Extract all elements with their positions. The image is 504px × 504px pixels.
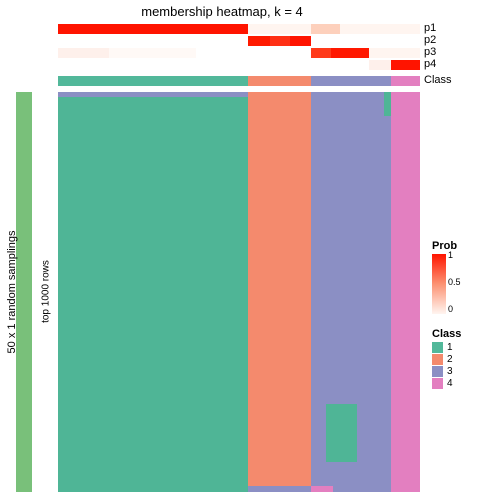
prob-row-p3 — [58, 48, 420, 58]
prob-tick: 0 — [448, 304, 453, 314]
prob-seg — [58, 60, 369, 70]
heatmap-column — [391, 92, 420, 492]
prob-seg — [248, 36, 270, 46]
prob-seg — [58, 24, 248, 34]
rows-sidebar-label: top 1000 rows — [41, 252, 52, 332]
prob-seg — [58, 36, 248, 46]
prob-seg — [369, 60, 391, 70]
prob-seg — [311, 48, 331, 58]
heatmap-notch — [58, 92, 248, 97]
prob-tick: 1 — [448, 250, 453, 260]
prob-row-p4 — [58, 60, 420, 70]
heatmap-notch — [384, 92, 391, 116]
heatmap-notch — [311, 486, 333, 492]
prob-seg — [331, 48, 369, 58]
prob-seg — [369, 48, 420, 58]
prob-seg — [270, 36, 290, 46]
class-swatch — [432, 342, 443, 353]
class-swatch-label: 2 — [447, 354, 453, 365]
class-swatch — [432, 354, 443, 365]
class-seg — [58, 76, 248, 86]
prob-legend-title: Prob — [432, 240, 457, 252]
class-seg — [311, 76, 391, 86]
heatmap-notch — [248, 486, 311, 492]
prob-row-label: p2 — [424, 34, 436, 46]
prob-row-p1 — [58, 24, 420, 34]
class-swatch-label: 4 — [447, 378, 453, 389]
prob-seg — [391, 60, 420, 70]
heatmap-column — [58, 92, 248, 492]
class-swatch — [432, 366, 443, 377]
prob-row-label: p1 — [424, 22, 436, 34]
prob-seg — [311, 36, 420, 46]
prob-tick: 0.5 — [448, 277, 461, 287]
prob-seg — [340, 24, 420, 34]
prob-legend: Prob 10.50 — [432, 240, 457, 314]
class-legend-item: 1 — [432, 342, 461, 353]
prob-seg — [248, 24, 311, 34]
heatmap-column — [248, 92, 311, 492]
class-annotation-strip — [58, 76, 420, 86]
prob-seg — [109, 48, 196, 58]
prob-gradient: 10.50 — [432, 254, 446, 314]
prob-row-label: p4 — [424, 58, 436, 70]
class-strip-label: Class — [424, 74, 452, 86]
prob-row-p2 — [58, 36, 420, 46]
class-swatch-label: 1 — [447, 342, 453, 353]
heatmap-notch — [326, 404, 357, 462]
heatmap-main — [58, 92, 420, 492]
prob-seg — [196, 48, 312, 58]
class-legend-items: 1234 — [432, 342, 461, 389]
prob-row-label: p3 — [424, 46, 436, 58]
class-seg — [391, 76, 420, 86]
class-seg — [248, 76, 311, 86]
class-legend: Class 1234 — [432, 328, 461, 390]
sampling-sidebar — [16, 92, 32, 492]
class-swatch-label: 3 — [447, 366, 453, 377]
class-legend-item: 4 — [432, 378, 461, 389]
chart-title: membership heatmap, k = 4 — [0, 4, 444, 19]
class-swatch — [432, 378, 443, 389]
prob-seg — [290, 36, 312, 46]
prob-seg — [58, 48, 109, 58]
class-legend-item: 2 — [432, 354, 461, 365]
prob-seg — [311, 24, 340, 34]
class-legend-item: 3 — [432, 366, 461, 377]
class-legend-title: Class — [432, 328, 461, 340]
sampling-sidebar-label: 50 x 1 random samplings — [6, 222, 18, 362]
